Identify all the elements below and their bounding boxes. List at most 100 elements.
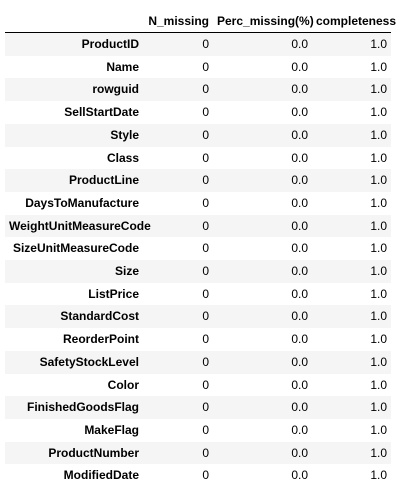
table-row: Color 0 0.0 1.0 [5,373,391,397]
row-index-label: SafetyStockLevel [39,354,139,369]
table-row: Name 0 0.0 1.0 [5,55,391,79]
cell-n-missing: 0 [202,173,209,188]
cell-completeness: 1.0 [370,127,387,142]
cell-n-missing: 0 [202,105,209,120]
cell-completeness: 1.0 [370,354,387,369]
row-index-label: FinishedGoodsFlag [26,400,139,415]
index-header [5,10,143,33]
cell-n-missing: 0 [202,400,209,415]
cell-n-missing: 0 [202,422,209,437]
cell-n-missing: 0 [202,332,209,347]
cell-perc-missing: 0.0 [291,127,308,142]
row-index-label: ProductNumber [48,445,139,460]
cell-completeness: 1.0 [370,445,387,460]
cell-completeness: 1.0 [370,309,387,324]
cell-completeness: 1.0 [370,400,387,415]
cell-completeness: 1.0 [370,59,387,74]
cell-perc-missing: 0.0 [291,377,308,392]
table-row: Size 0 0.0 1.0 [5,260,391,283]
row-index-label: StandardCost [60,309,139,324]
table-row: ProductID 0 0.0 1.0 [5,32,391,56]
table-row: SellStartDate 0 0.0 1.0 [5,101,391,124]
cell-perc-missing: 0.0 [291,82,308,97]
table-row: SizeUnitMeasureCode 0 0.0 1.0 [5,237,391,261]
table-row: ProductNumber 0 0.0 1.0 [5,441,391,465]
table-row: MakeFlag 0 0.0 1.0 [5,418,391,442]
cell-perc-missing: 0.0 [291,400,308,415]
cell-completeness: 1.0 [370,377,387,392]
row-index-label: ReorderPoint [62,332,139,347]
cell-n-missing: 0 [202,445,209,460]
cell-completeness: 1.0 [370,173,387,188]
cell-n-missing: 0 [202,264,209,279]
cell-perc-missing: 0.0 [291,173,308,188]
table-row: StandardCost 0 0.0 1.0 [5,305,391,329]
row-index-label: ProductLine [68,173,139,188]
row-index-label: DaysToManufacture [25,195,139,210]
table-header: N_missing Perc_missing(%) completeness [5,10,396,33]
table-body: ProductID 0 0.0 1.0 Name 0 0.0 1.0 rowguid 0 0.0 1.… [5,32,391,488]
cell-completeness: 1.0 [370,37,387,51]
cell-completeness: 1.0 [370,468,387,483]
cell-completeness: 1.0 [370,218,387,233]
header-row: N_missing Perc_missing(%) completeness [5,10,396,33]
cell-n-missing: 0 [202,286,209,301]
cell-perc-missing: 0.0 [291,468,308,483]
cell-perc-missing: 0.0 [291,422,308,437]
row-index-label: ModifiedDate [63,468,139,483]
cell-n-missing: 0 [202,150,209,165]
cell-perc-missing: 0.0 [291,105,308,120]
row-index-label: WeightUnitMeasureCode [9,218,151,233]
cell-n-missing: 0 [202,354,209,369]
cell-n-missing: 0 [202,82,209,97]
row-index-label: Color [107,377,139,392]
cell-n-missing: 0 [202,195,209,210]
cell-perc-missing: 0.0 [291,332,308,347]
cell-perc-missing: 0.0 [291,195,308,210]
cell-perc-missing: 0.0 [291,37,308,51]
row-index-label: MakeFlag [84,422,139,437]
cell-perc-missing: 0.0 [291,264,308,279]
cell-n-missing: 0 [202,377,209,392]
cell-completeness: 1.0 [370,195,387,210]
cell-n-missing: 0 [202,309,209,324]
cell-perc-missing: 0.0 [291,59,308,74]
table-row: DaysToManufacture 0 0.0 1.0 [5,191,391,215]
cell-completeness: 1.0 [370,241,387,256]
cell-completeness: 1.0 [370,82,387,97]
row-index-label: Name [106,59,139,74]
row-index-label: SizeUnitMeasureCode [12,241,139,256]
cell-perc-missing: 0.0 [291,218,308,233]
dataframe-output: N_missing Perc_missing(%) completeness P… [5,10,396,488]
cell-perc-missing: 0.0 [291,354,308,369]
cell-n-missing: 0 [202,468,209,483]
table-row: WeightUnitMeasureCode 0 0.0 1.0 [5,214,391,238]
cell-perc-missing: 0.0 [291,445,308,460]
table-row: SafetyStockLevel 0 0.0 1.0 [5,350,391,374]
cell-perc-missing: 0.0 [291,150,308,165]
cell-n-missing: 0 [202,218,209,233]
cell-completeness: 1.0 [370,105,387,120]
cell-n-missing: 0 [202,37,209,51]
table-row: Style 0 0.0 1.0 [5,123,391,147]
row-index-label: Size [114,264,139,279]
cell-completeness: 1.0 [370,332,387,347]
row-index-label: rowguid [92,82,139,97]
cell-completeness: 1.0 [370,264,387,279]
row-index-label: SellStartDate [64,105,139,120]
missing-values-table: N_missing Perc_missing(%) completeness P… [5,10,396,488]
cell-n-missing: 0 [202,59,209,74]
row-index-label: Style [110,127,139,142]
cell-n-missing: 0 [202,127,209,142]
row-index-label: Class [106,150,139,165]
table-row: Class 0 0.0 1.0 [5,146,391,170]
table-row: ProductLine 0 0.0 1.0 [5,169,391,192]
table-row: ListPrice 0 0.0 1.0 [5,282,391,306]
cell-n-missing: 0 [202,241,209,256]
table-row: ReorderPoint 0 0.0 1.0 [5,328,391,351]
table-row: ModifiedDate 0 0.0 1.0 [5,464,391,488]
column-header-n-missing: N_missing [143,10,213,33]
cell-perc-missing: 0.0 [291,309,308,324]
cell-completeness: 1.0 [370,286,387,301]
cell-perc-missing: 0.0 [291,241,308,256]
